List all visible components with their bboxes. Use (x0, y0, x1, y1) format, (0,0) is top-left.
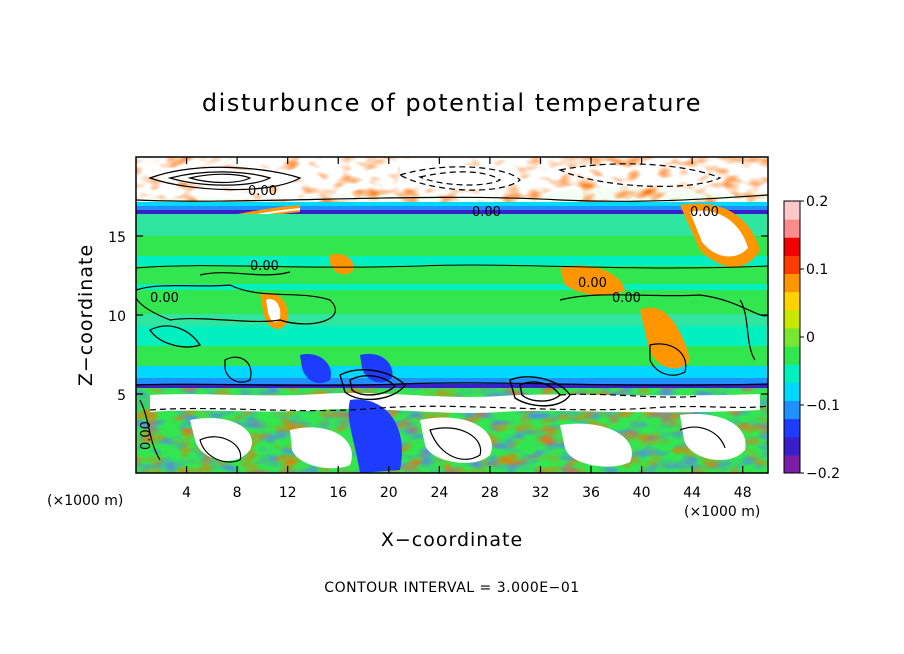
colorbar-swatch (784, 219, 800, 238)
y-axis-label: Z−coordinate (75, 244, 97, 386)
colorbar-swatch (784, 201, 800, 220)
colorbar-swatch (784, 346, 800, 365)
x-axis-ticks: 4 8 12 16 20 24 28 32 36 40 44 48 (182, 157, 752, 501)
x-tick-label: 36 (582, 485, 600, 501)
colorbar-ticks: 0.2 0.1 0 −0.1 −0.2 (800, 194, 840, 482)
colorbar-swatch (784, 436, 800, 456)
x-tick-label: 8 (233, 485, 242, 501)
colorbar-tick-label: 0.1 (806, 262, 828, 278)
colorbar-swatch (784, 327, 800, 347)
x-tick-label: 16 (329, 485, 347, 501)
colorbar-tick-label: 0.2 (806, 194, 828, 210)
contour-label: 0.00 (250, 259, 279, 274)
contour-labels: 0.00 0.00 0.00 0.00 0.00 0.00 0.00 0.00 (139, 184, 719, 450)
x-tick-label: 44 (683, 485, 701, 501)
x-tick-label: 28 (481, 485, 499, 501)
colorbar-swatch (784, 382, 800, 401)
colorbar-swatch (784, 237, 800, 256)
chart-title: disturbunce of potential temperature (202, 89, 702, 117)
contour-label: 0.00 (472, 205, 501, 220)
colorbar-swatch (784, 309, 800, 329)
colorbar-swatch (784, 400, 800, 420)
colorbar-swatch (784, 255, 800, 275)
x-tick-label: 24 (430, 485, 448, 501)
y-tick-label: 10 (108, 309, 126, 325)
contour-label: 0.00 (612, 291, 641, 306)
contour-interval-text: CONTOUR INTERVAL = 3.000E−01 (324, 580, 579, 596)
colorbar (783, 200, 801, 474)
colorbar-tick-label: 0 (806, 330, 815, 346)
x-tick-label: 32 (532, 485, 550, 501)
x-axis-unit: (×1000 m) (684, 504, 760, 520)
x-axis-label: X−coordinate (381, 529, 523, 551)
colorbar-swatch (784, 364, 800, 383)
contour-lines (136, 163, 768, 463)
colorbar-swatch (784, 273, 800, 293)
heatmap-field (136, 157, 768, 473)
colorbar-swatch (784, 418, 800, 438)
x-tick-label: 20 (380, 485, 398, 501)
y-tick-label: 15 (108, 230, 126, 246)
x-tick-label: 48 (734, 485, 752, 501)
colorbar-tick-label: −0.2 (806, 466, 840, 482)
contour-label: 0.00 (690, 205, 719, 220)
x-tick-label: 40 (633, 485, 651, 501)
colorbar-swatch (784, 291, 800, 311)
x-tick-label: 4 (182, 485, 191, 501)
contour-label: 0.00 (150, 291, 179, 306)
y-tick-label: 5 (117, 388, 126, 404)
colorbar-tick-label: −0.1 (806, 398, 840, 414)
contour-label: 0.00 (578, 276, 607, 291)
x-tick-label: 12 (279, 485, 297, 501)
y-axis-unit: (×1000 m) (47, 493, 123, 509)
contour-label: 0.00 (248, 184, 277, 199)
y-axis-ticks: 5 10 15 (108, 230, 768, 404)
colorbar-swatch (784, 454, 800, 474)
contour-label: 0.00 (139, 421, 154, 450)
